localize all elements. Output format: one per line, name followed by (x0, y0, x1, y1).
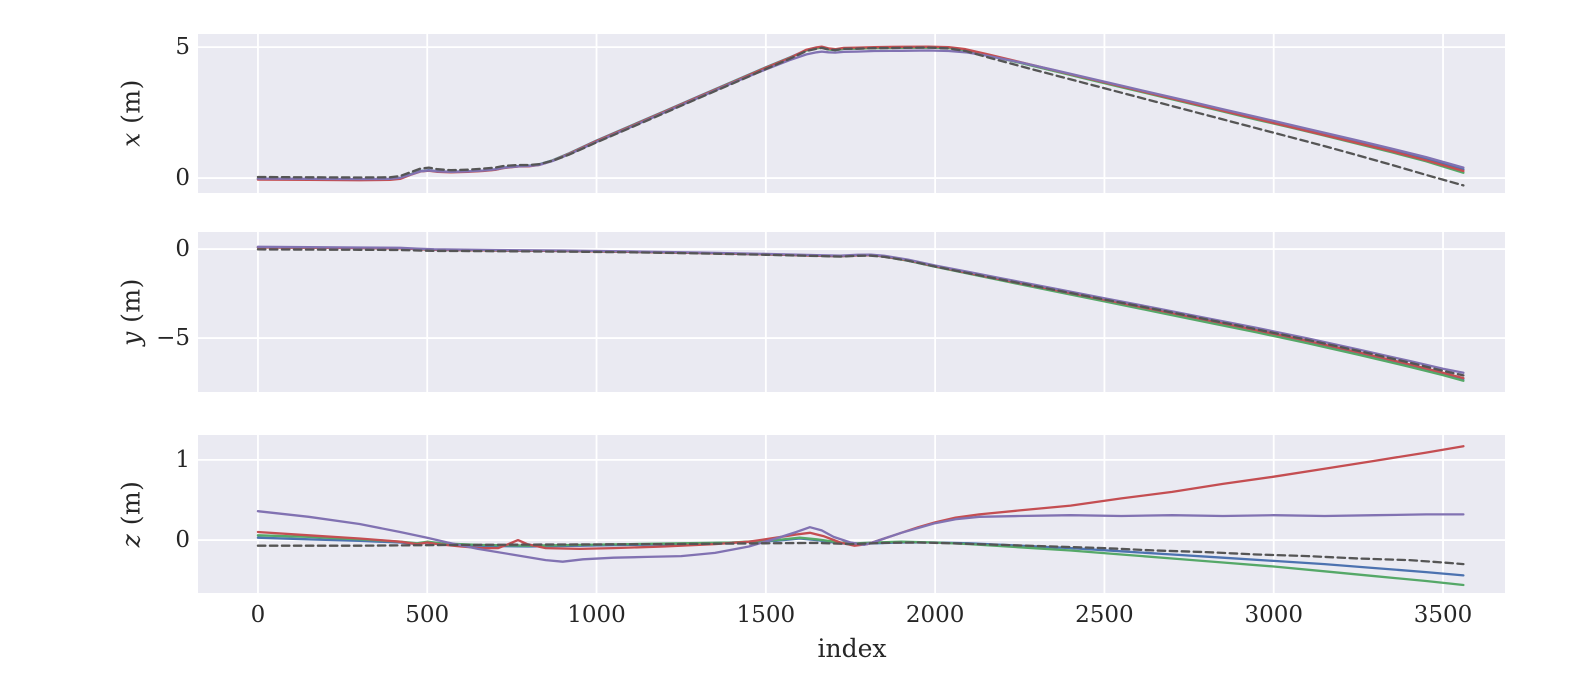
x-tick-label: 2500 (1075, 602, 1134, 628)
x-tick-label: 1000 (567, 602, 626, 628)
series-line-dashed-gray (256, 46, 1465, 187)
y-axis-label-y-unit: (m) (116, 278, 146, 323)
y-tick-label: 1 (175, 446, 190, 473)
x-tick-label: 500 (405, 602, 450, 628)
subplot-x-background (198, 34, 1505, 193)
subplot-x-panel (198, 34, 1505, 193)
series-line-purple (256, 49, 1465, 181)
x-tick-label: 0 (250, 602, 266, 628)
y-axis-label-z: z (m) (117, 481, 146, 548)
y-tick-label: 0 (175, 236, 190, 263)
x-axis-label: index (817, 634, 887, 663)
x-tick-label: 3000 (1244, 602, 1304, 628)
series-line-dashed-gray (256, 541, 1465, 566)
y-axis-label-x-var: x (116, 132, 146, 147)
y-axis-label-z-unit: (m) (116, 480, 146, 526)
y-tick-label: −5 (156, 325, 190, 352)
y-axis-label-y: y (m) (117, 278, 146, 346)
x-tick-label: 3500 (1413, 602, 1473, 628)
x-tick-label: 2000 (905, 602, 965, 628)
x-tick-label: 1500 (736, 602, 796, 628)
series-line-red (256, 445, 1465, 551)
y-axis-label-z-var: z (116, 533, 146, 548)
y-tick-label: 0 (175, 527, 190, 554)
y-axis-label-x-unit: (m) (116, 79, 146, 124)
series-line-dashed-gray (256, 248, 1465, 377)
subplot-y-background (198, 232, 1505, 392)
subplot-z-panel (198, 435, 1505, 593)
y-axis-label-y-var: y (116, 331, 146, 346)
subplot-y-panel (198, 232, 1505, 392)
y-axis-label-x: x (m) (117, 79, 146, 147)
y-tick-label: 0 (175, 165, 190, 192)
y-tick-label: 5 (175, 34, 190, 61)
series-line-purple (256, 510, 1465, 563)
